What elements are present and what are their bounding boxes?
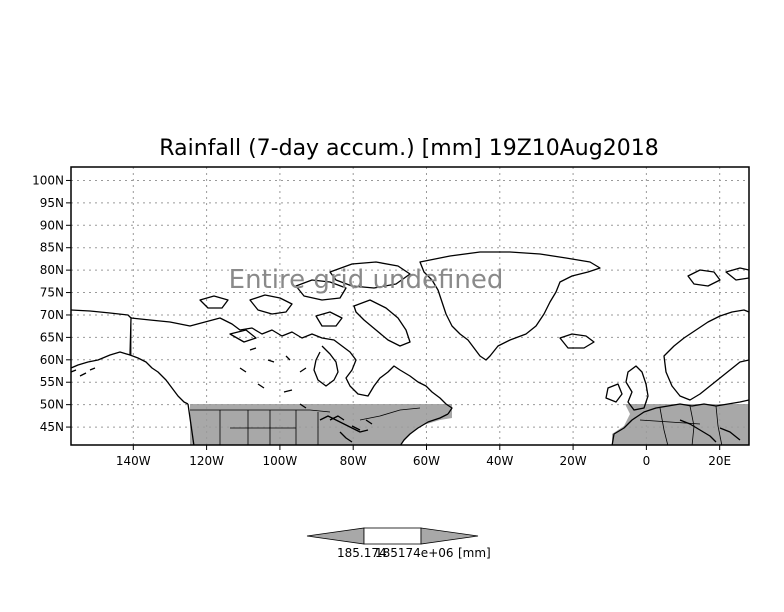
lat-tick-label: 70N (40, 308, 64, 322)
lat-tick-label: 85N (40, 241, 64, 255)
lat-tick-label: 65N (40, 330, 64, 344)
map-title: Rainfall (7-day accum.) [mm] 19Z10Aug201… (159, 136, 658, 161)
coast-canada-north (130, 317, 453, 415)
lat-tick-label: 60N (40, 353, 64, 367)
coast-baffin-island (353, 299, 411, 347)
lat-tick-label: 100N (32, 173, 64, 187)
lon-tick-label: 0 (643, 454, 651, 468)
coast-great-lakes (319, 415, 369, 443)
coast-svalbard-2 (725, 267, 749, 281)
coast-alaska-south (129, 354, 189, 405)
colorbar: 185.174 185174e+06 [mm] (306, 527, 491, 560)
axis-ticks (66, 179, 721, 450)
coast-hudson-bay (313, 345, 339, 387)
coast-canada-lakes (239, 347, 373, 431)
lat-tick-label: 90N (40, 218, 64, 232)
colorbar-left-arrow (306, 527, 365, 545)
lat-tick-label: 55N (40, 375, 64, 389)
border-europe-countries (639, 405, 723, 445)
lat-tick-label: 75N (40, 286, 64, 300)
lon-tick-label: 60W (413, 454, 440, 468)
lon-tick-label: 100W (263, 454, 298, 468)
coast-iceland (559, 333, 595, 349)
coast-arctic-islands-2 (295, 279, 347, 301)
colorbar-label-mid: 185174e+06 (375, 546, 454, 560)
coast-scandinavia (663, 309, 749, 401)
coast-ellesmere (329, 261, 411, 289)
coast-arctic-islands-5 (229, 329, 257, 343)
coast-europe (611, 399, 749, 445)
lat-tick-label: 50N (40, 398, 64, 412)
colorbar-label-unit: [mm] (458, 546, 491, 560)
coast-us-east (399, 413, 449, 445)
rainfall-shade-europe (612, 404, 749, 445)
lat-tick-label: 95N (40, 196, 64, 210)
coast-arctic-islands-1 (249, 294, 293, 315)
lon-tick-label: 120W (189, 454, 224, 468)
map-frame (70, 166, 750, 446)
colorbar-label-left: 185.174 (337, 546, 387, 560)
lat-tick-label: 80N (40, 263, 64, 277)
colorbar-middle-box (363, 527, 422, 545)
lat-tick-label: 45N (40, 420, 64, 434)
coast-ireland (605, 383, 623, 403)
lon-tick-label: 20W (560, 454, 587, 468)
undefined-grid-message: Entire grid undefined (229, 265, 504, 295)
lon-tick-label: 40W (486, 454, 513, 468)
coast-british-isles (625, 365, 649, 411)
colorbar-right-arrow (420, 527, 479, 545)
coast-greenland (419, 251, 601, 361)
coast-svalbard (687, 269, 721, 287)
map-gridlines (71, 167, 749, 445)
coast-arctic-islands-4 (315, 311, 343, 327)
map-plot-area: Entire grid undefined (71, 167, 749, 445)
coast-europe-2 (679, 419, 741, 443)
border-us-states (219, 410, 319, 445)
coast-us-west (187, 403, 195, 445)
latitude-labels: 100N 95N 90N 85N 80N 75N 70N 65N 60N 55N 50N 45N (32, 173, 64, 434)
coast-arctic-islands-3 (199, 295, 229, 309)
lon-tick-label: 80W (340, 454, 367, 468)
longitude-labels: 140W 120W 100W 80W 60W 40W 20W 0 20E (116, 454, 731, 468)
lon-tick-label: 140W (116, 454, 151, 468)
coastlines (71, 251, 749, 445)
coast-alaska (71, 309, 132, 369)
coast-aleutians (71, 367, 96, 377)
political-borders (190, 405, 723, 445)
lon-tick-label: 20E (708, 454, 731, 468)
